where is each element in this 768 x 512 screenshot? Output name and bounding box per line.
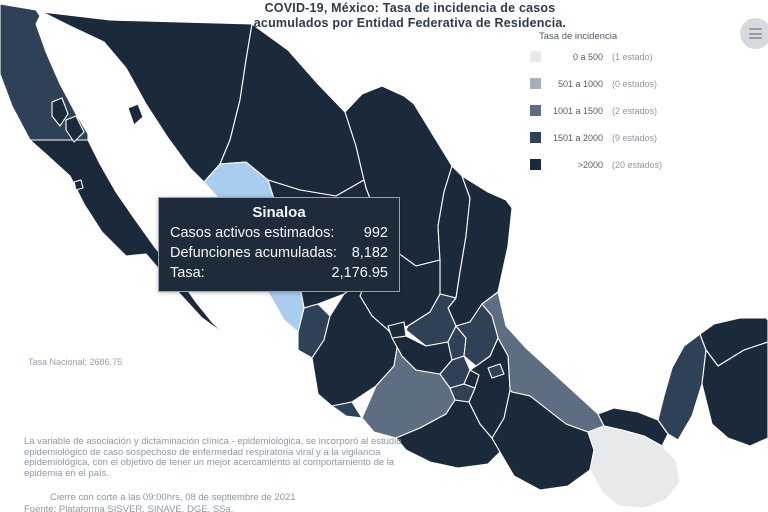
- legend-swatch-icon: [530, 159, 541, 170]
- hamburger-icon: [749, 32, 762, 35]
- legend: Tasa de incidencia 0 a 500 (1 estado) 50…: [530, 31, 700, 186]
- tooltip-label: Casos activos estimados:: [170, 225, 335, 241]
- legend-item-1501-2000: 1501 a 2000 (9 estados): [530, 132, 700, 143]
- tooltip-label: Defunciones acumuladas:: [170, 245, 337, 261]
- legend-item-over-2000: >2000 (20 estados): [530, 159, 700, 170]
- tooltip-value: 2,176.95: [331, 265, 388, 281]
- tooltip-row-active-cases: Casos activos estimados: 992: [170, 223, 388, 243]
- legend-count-label: (20 estados): [612, 159, 663, 170]
- hamburger-icon: [749, 37, 762, 39]
- tooltip-row-rate: Tasa: 2,176.95: [170, 263, 388, 283]
- state-quintana-roo[interactable]: [701, 341, 768, 447]
- state-tlaxcala[interactable]: [487, 363, 505, 379]
- source-note: Fuente: Plataforma SISVER, SINAVE, DGE, …: [24, 503, 234, 512]
- legend-title: Tasa de incidencia: [539, 31, 618, 42]
- legend-item-501-1000: 501 a 1000 (0 estados): [530, 78, 700, 89]
- cutoff-date-note: Cierre con corte a las 09:00hrs, 08 de s…: [50, 492, 296, 503]
- state-chiapas[interactable]: [587, 425, 681, 509]
- states-layer: [0, 3, 768, 509]
- tooltip-row-deaths: Defunciones acumuladas: 8,182: [170, 243, 388, 263]
- legend-swatch-icon: [530, 51, 541, 62]
- legend-count-label: (1 estado): [612, 51, 653, 62]
- state-campeche[interactable]: [657, 333, 707, 441]
- legend-item-1001-1500: 1001 a 1500 (2 estados): [530, 105, 700, 116]
- legend-count-label: (2 estados): [612, 105, 658, 116]
- tooltip-value: 8,182: [351, 245, 388, 261]
- state-cdmx[interactable]: [463, 369, 480, 389]
- island-gulf-small: [127, 103, 144, 126]
- menu-button[interactable]: [740, 18, 768, 49]
- legend-range-label: 0 a 500: [572, 51, 603, 62]
- legend-count-label: (0 estados): [612, 78, 658, 89]
- legend-item-0-500: 0 a 500 (1 estado): [530, 51, 700, 62]
- legend-swatch-icon: [530, 78, 541, 89]
- legend-range-label: 1501 a 2000: [552, 132, 603, 143]
- tooltip-state-name: Sinaloa: [252, 204, 306, 221]
- island-tiburon: [65, 115, 85, 143]
- legend-range-label: 501 a 1000: [557, 78, 603, 89]
- national-rate-label: Tasa Nacional: 2686.75: [28, 357, 123, 367]
- state-hidalgo[interactable]: [455, 303, 499, 367]
- state-aguascalientes[interactable]: [387, 321, 407, 339]
- state-tooltip: Sinaloa Casos activos estimados: 992 Def…: [158, 197, 400, 292]
- island-cedros: [73, 179, 84, 191]
- page-title: COVID-19, México: Tasa de incidencia de …: [210, 1, 610, 31]
- legend-count-label: (9 estados): [612, 132, 658, 143]
- hamburger-icon: [749, 28, 762, 30]
- state-baja-california[interactable]: [0, 3, 89, 141]
- methodology-note: La variable de asociación y dictaminació…: [24, 436, 402, 479]
- legend-range-label: >2000: [577, 159, 603, 170]
- state-morelos[interactable]: [449, 383, 476, 403]
- tooltip-value: 992: [363, 225, 388, 241]
- page-title-line1: COVID-19, México: Tasa de incidencia de …: [264, 1, 556, 15]
- legend-swatch-icon: [530, 132, 541, 143]
- legend-range-label: 1001 a 1500: [552, 105, 603, 116]
- tooltip-label: Tasa:: [170, 265, 205, 281]
- footnotes: La variable de asociación y dictaminació…: [24, 436, 428, 512]
- page-title-line2: acumulados por Entidad Federativa de Res…: [253, 16, 567, 30]
- island-angel-de-la-guarda: [51, 97, 69, 127]
- legend-swatch-icon: [530, 105, 541, 116]
- state-colima[interactable]: [331, 401, 363, 419]
